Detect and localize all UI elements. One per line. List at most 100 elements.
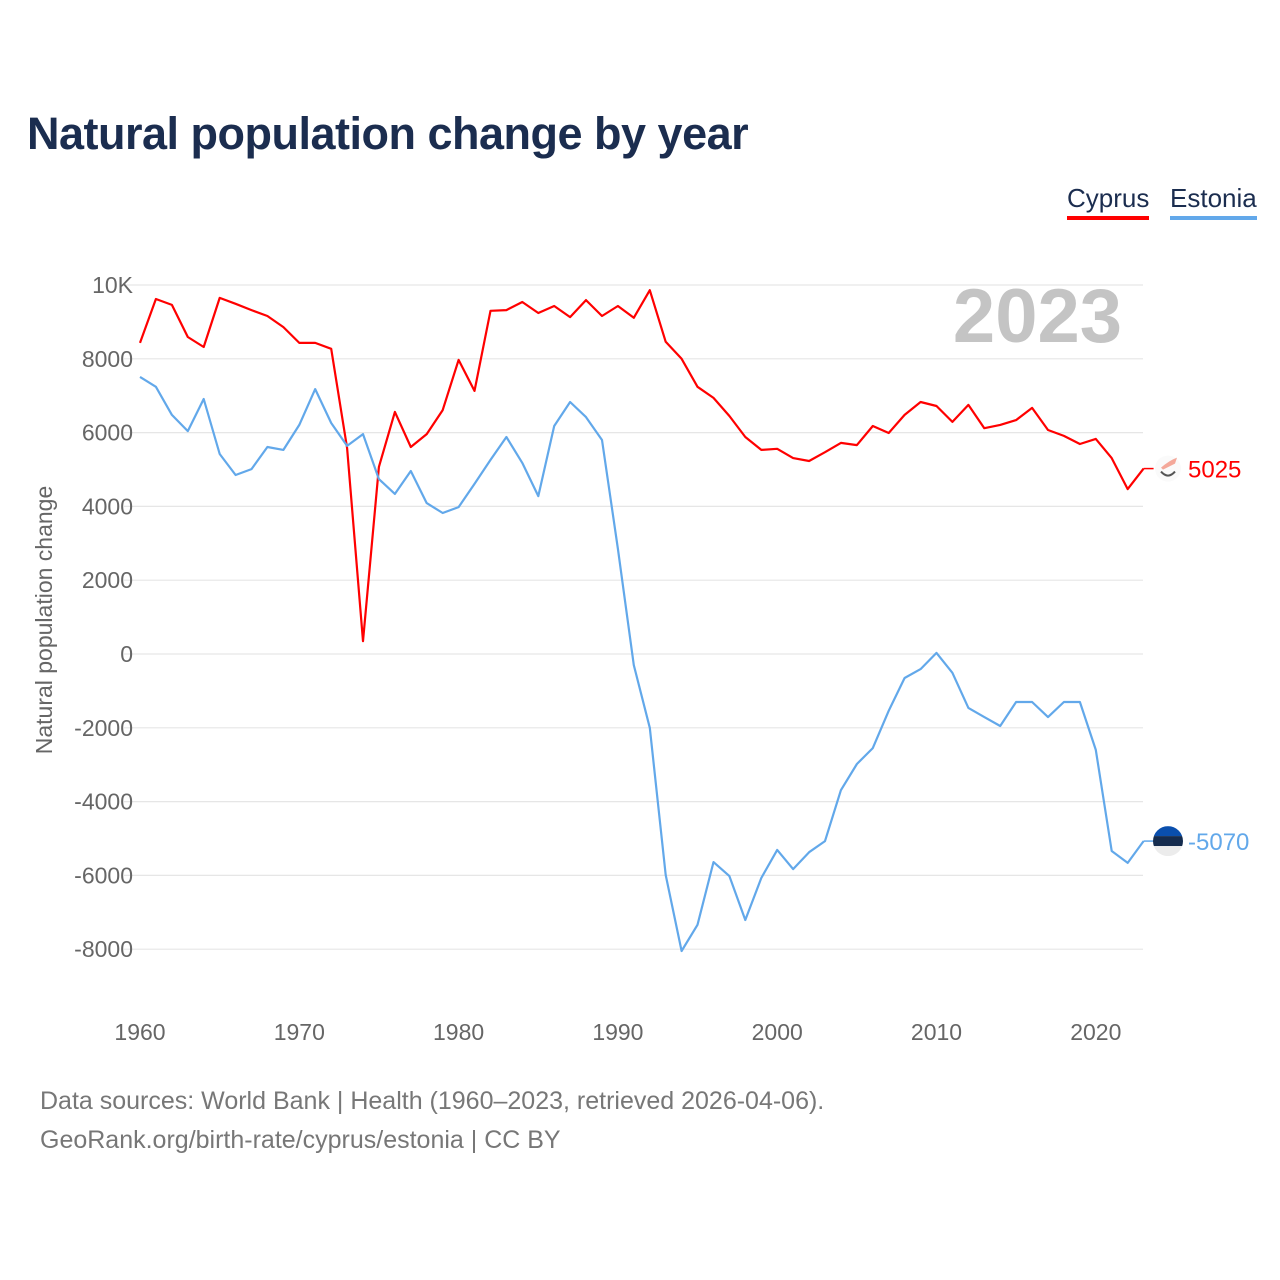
data-point-cyprus [425,432,429,436]
data-point-estonia [568,400,572,404]
data-point-estonia [154,385,158,389]
data-point-cyprus [839,441,843,445]
data-point-estonia [759,876,763,880]
data-point-cyprus [966,403,970,407]
data-point-cyprus [473,389,477,393]
data-point-estonia [329,421,333,425]
data-point-cyprus [1062,434,1066,438]
series-line-estonia [139,375,1145,953]
x-tick-label: 1980 [433,1019,484,1045]
data-point-estonia [1062,700,1066,704]
data-point-cyprus [919,400,923,404]
data-point-estonia [170,413,174,417]
data-point-cyprus [791,456,795,460]
data-point-estonia [361,432,365,436]
y-tick-label: 10K [92,272,134,298]
y-tick-label: 8000 [82,346,133,372]
data-point-cyprus [1094,437,1098,441]
data-point-estonia [839,788,843,792]
data-point-estonia [855,762,859,766]
current-year-label: 2023 [953,274,1122,359]
footer-link[interactable]: GeoRank.org/birth-rate/cyprus/estonia | … [40,1126,561,1154]
data-point-estonia [377,477,381,481]
data-point-cyprus [234,302,238,306]
data-point-estonia [202,397,206,401]
data-point-cyprus [632,316,636,320]
data-point-cyprus [377,465,381,469]
data-point-estonia [1094,748,1098,752]
data-point-cyprus [536,311,540,315]
series-line-cyprus [138,289,1145,643]
data-point-estonia [1014,700,1018,704]
data-point-estonia [680,949,684,953]
data-point-cyprus [1110,456,1114,460]
data-point-estonia [250,467,254,471]
data-point-cyprus [281,325,285,329]
data-point-estonia [425,501,429,505]
data-point-estonia [265,445,269,449]
data-point-cyprus [218,296,222,300]
data-point-estonia [345,444,349,448]
data-point-cyprus [903,413,907,417]
data-point-cyprus [504,308,508,312]
data-point-cyprus [696,385,700,389]
x-tick-label: 1960 [114,1019,165,1045]
data-point-estonia [393,492,397,496]
data-point-estonia [138,375,142,379]
data-point-cyprus [1030,406,1034,410]
data-point-estonia [1030,700,1034,704]
y-tick-label: -8000 [74,936,133,962]
data-point-cyprus [170,303,174,307]
y-axis-title: Natural population change [31,486,57,755]
data-point-estonia [1046,715,1050,719]
data-point-cyprus [457,358,461,362]
data-point-estonia [584,415,588,419]
data-point-cyprus [616,304,620,308]
cyprus-flag-icon [1155,455,1181,482]
data-point-estonia [791,867,795,871]
legend-item-cyprus[interactable]: Cyprus [1067,183,1150,220]
data-point-estonia [1126,861,1130,865]
y-tick-label: 2000 [82,567,133,593]
data-point-estonia [648,726,652,730]
data-point-cyprus [361,639,365,643]
y-tick-label: 4000 [82,493,133,519]
data-point-estonia [600,438,604,442]
data-point-estonia [1110,849,1114,853]
data-point-estonia [616,547,620,551]
data-point-cyprus [887,431,891,435]
data-point-estonia [473,482,477,486]
data-point-cyprus [297,341,301,345]
x-tick-label: 1970 [274,1019,325,1045]
data-point-estonia [520,461,524,465]
data-point-estonia [457,505,461,509]
data-point-estonia [998,724,1002,728]
data-point-estonia [552,424,556,428]
end-value-label-cyprus: 5025 [1188,457,1241,484]
data-point-cyprus [855,443,859,447]
data-point-cyprus [488,309,492,313]
end-value-label-estonia: -5070 [1188,829,1249,856]
data-point-cyprus [202,345,206,349]
data-point-cyprus [950,420,954,424]
data-point-estonia [711,860,715,864]
data-point-cyprus [552,304,556,308]
data-point-cyprus [1078,442,1082,446]
data-point-cyprus [313,341,317,345]
data-point-cyprus [329,347,333,351]
data-point-estonia [409,469,413,473]
legend-item-estonia[interactable]: Estonia [1170,183,1257,220]
data-point-estonia [823,839,827,843]
data-point-cyprus [138,341,142,345]
data-point-estonia [982,715,986,719]
data-point-estonia [504,435,508,439]
data-point-estonia [727,874,731,878]
data-point-estonia [488,458,492,462]
data-point-estonia [966,706,970,710]
data-point-cyprus [409,445,413,449]
data-point-estonia [743,918,747,922]
y-tick-label: 6000 [82,420,133,446]
data-point-estonia [632,663,636,667]
data-point-estonia [935,651,939,655]
